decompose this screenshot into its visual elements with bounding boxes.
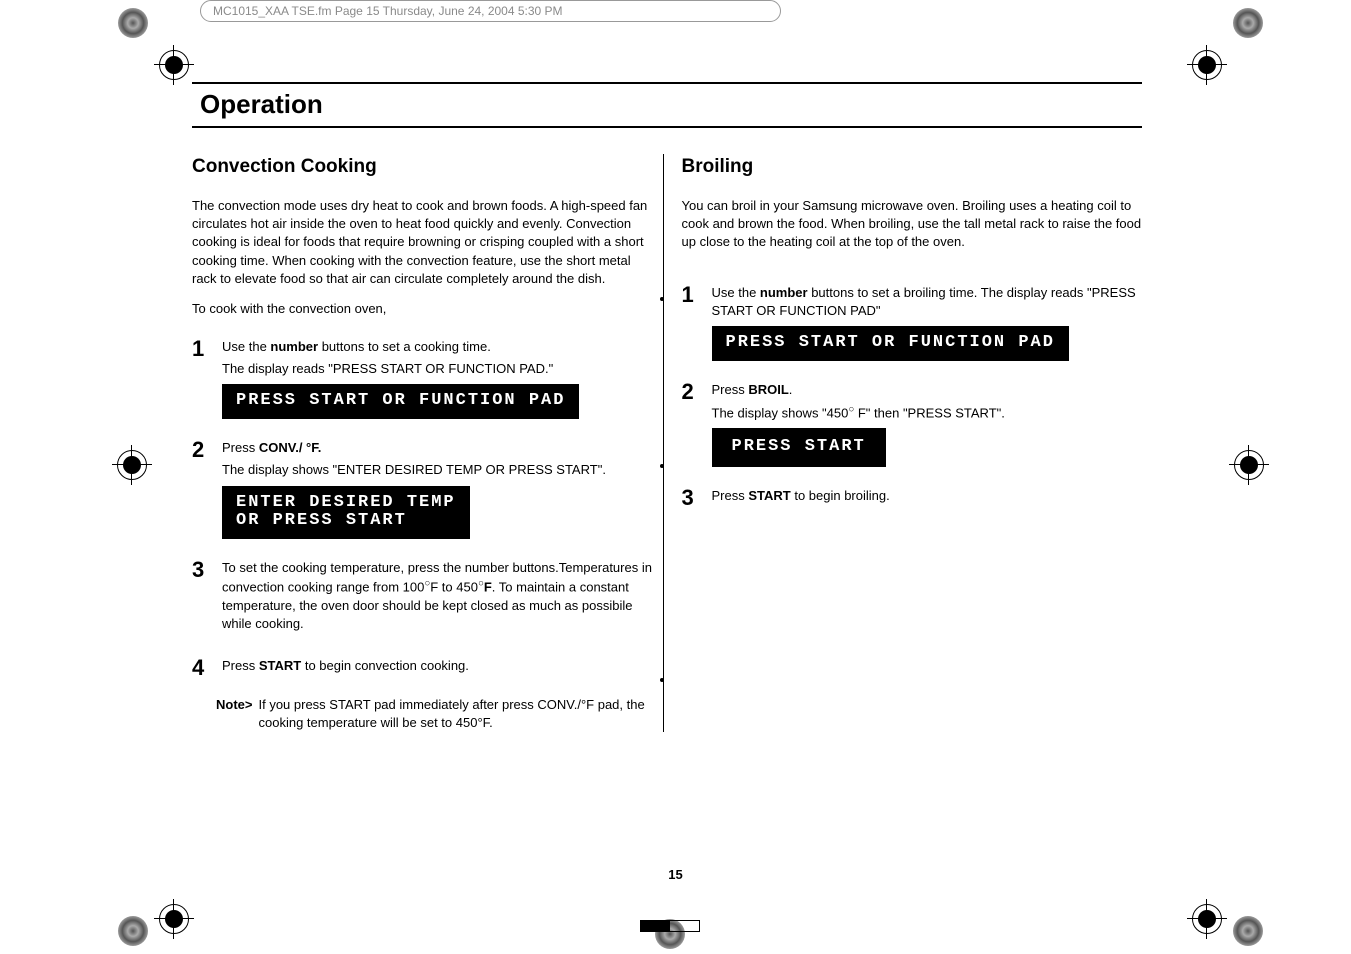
step-text: Use the number buttons to set a cooking … [222, 338, 653, 356]
step-text: To set the cooking temperature, press th… [222, 559, 653, 633]
step-number: 1 [682, 280, 700, 361]
convection-step-2: 2 Press CONV./ °F. The display shows "EN… [192, 435, 653, 539]
crop-bar-icon [640, 920, 700, 932]
step-number: 3 [192, 555, 210, 637]
step-number: 2 [192, 435, 210, 539]
right-column: Broiling You can broil in your Samsung m… [682, 154, 1143, 732]
oven-display: PRESS START [712, 428, 886, 467]
convection-intro2: To cook with the convection oven, [192, 300, 653, 318]
section-title: Operation [200, 86, 1134, 122]
registration-mark-icon [154, 899, 194, 939]
registration-mark-icon [1187, 899, 1227, 939]
convection-step-3: 3 To set the cooking temperature, press … [192, 555, 653, 637]
broil-step-3: 3 Press START to begin broiling. [682, 483, 1143, 514]
page-content: Operation Convection Cooking The convect… [192, 82, 1142, 732]
crop-radial-icon [118, 8, 148, 38]
step-number: 1 [192, 334, 210, 419]
crop-radial-icon [118, 916, 148, 946]
note: Note> If you press START pad immediately… [216, 696, 653, 732]
oven-display: PRESS START OR FUNCTION PAD [222, 384, 579, 419]
step-text: The display shows "450○ F" then "PRESS S… [712, 403, 1143, 423]
broil-step-1: 1 Use the number buttons to set a broili… [682, 280, 1143, 361]
note-text: If you press START pad immediately after… [258, 696, 652, 732]
crop-radial-icon [1233, 8, 1263, 38]
registration-mark-icon [112, 445, 152, 485]
step-text: Press BROIL. [712, 381, 1143, 399]
step-number: 4 [192, 653, 210, 684]
step-text: Press CONV./ °F. [222, 439, 653, 457]
oven-display: ENTER DESIRED TEMP OR PRESS START [222, 486, 470, 539]
step-text: Use the number buttons to set a broiling… [712, 284, 1143, 320]
convection-heading: Convection Cooking [192, 154, 653, 181]
note-label: Note> [216, 696, 252, 732]
registration-mark-icon [1187, 45, 1227, 85]
registration-mark-icon [154, 45, 194, 85]
step-text: The display reads "PRESS START OR FUNCTI… [222, 360, 653, 378]
step-text: The display shows "ENTER DESIRED TEMP OR… [222, 461, 653, 479]
convection-intro: The convection mode uses dry heat to coo… [192, 197, 653, 288]
section-banner: Operation [192, 82, 1142, 128]
oven-display: PRESS START OR FUNCTION PAD [712, 326, 1069, 361]
step-text: Press START to begin broiling. [712, 487, 1143, 505]
page-number: 15 [0, 866, 1351, 884]
step-number: 2 [682, 377, 700, 467]
pdf-header-text: MC1015_XAA TSE.fm Page 15 Thursday, June… [213, 3, 563, 20]
crop-radial-icon [1233, 916, 1263, 946]
step-text: Press START to begin convection cooking. [222, 657, 653, 675]
step-number: 3 [682, 483, 700, 514]
pdf-header-strip: MC1015_XAA TSE.fm Page 15 Thursday, June… [200, 0, 781, 22]
broiling-heading: Broiling [682, 154, 1143, 181]
convection-step-4: 4 Press START to begin convection cookin… [192, 653, 653, 684]
broil-step-2: 2 Press BROIL. The display shows "450○ F… [682, 377, 1143, 467]
left-column: Convection Cooking The convection mode u… [192, 154, 664, 732]
convection-step-1: 1 Use the number buttons to set a cookin… [192, 334, 653, 419]
broiling-intro: You can broil in your Samsung microwave … [682, 197, 1143, 252]
registration-mark-icon [1229, 445, 1269, 485]
